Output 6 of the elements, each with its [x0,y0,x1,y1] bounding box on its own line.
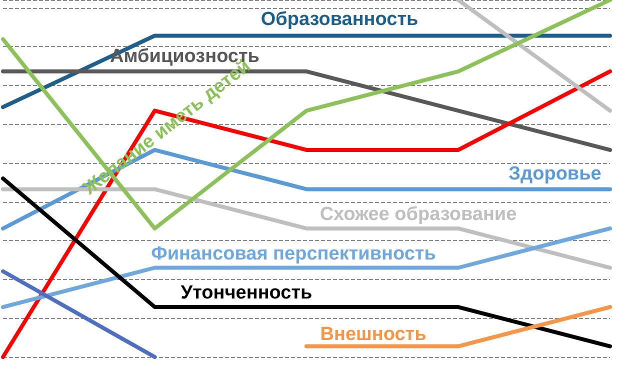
series-label: Внешность [320,324,426,345]
series-label: Образованность [260,9,418,30]
series-label: Финансовая перспективность [151,243,436,264]
series-label: Утонченность [180,282,312,304]
series-label: Схожее образование [320,204,517,225]
series-label: Здоровье [508,164,602,185]
